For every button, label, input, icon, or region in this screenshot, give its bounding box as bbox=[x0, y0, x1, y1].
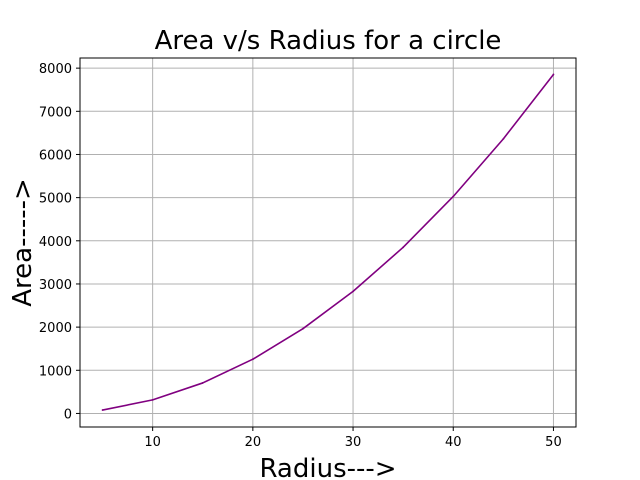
x-tick-label: 20 bbox=[245, 435, 262, 450]
data-point bbox=[251, 358, 254, 361]
x-tick-label: 40 bbox=[445, 435, 462, 450]
y-tick-label: 7000 bbox=[39, 105, 72, 120]
x-tick-label: 10 bbox=[144, 435, 161, 450]
x-tick-label: 50 bbox=[545, 435, 562, 450]
y-tick-label: 5000 bbox=[39, 192, 72, 207]
x-axis-ticks: 10 20 30 40 50 bbox=[144, 427, 562, 450]
y-tick-label: 0 bbox=[64, 407, 72, 422]
data-point bbox=[302, 327, 304, 330]
data-point bbox=[151, 398, 154, 401]
y-tick-label: 1000 bbox=[39, 364, 72, 379]
y-tick-label: 4000 bbox=[39, 235, 72, 250]
data-point bbox=[402, 246, 405, 249]
data-point bbox=[352, 290, 354, 293]
data-point bbox=[201, 382, 204, 384]
y-tick-label: 2000 bbox=[39, 321, 72, 336]
y-tick-label: 6000 bbox=[39, 148, 72, 163]
grid-layer bbox=[80, 58, 576, 427]
plot-frame bbox=[79, 57, 577, 428]
series-line bbox=[102, 73, 555, 411]
x-axis-label: Radius---> bbox=[259, 454, 396, 480]
data-point bbox=[502, 137, 505, 140]
x-tick-label: 30 bbox=[345, 435, 362, 450]
y-tick-label: 8000 bbox=[39, 62, 72, 77]
y-axis-ticks: 0 1000 2000 3000 4000 5000 6000 7000 8000 bbox=[39, 62, 80, 422]
chart-title: Area v/s Radius for a circle bbox=[155, 26, 502, 56]
y-axis-label: Area-----> bbox=[8, 178, 38, 307]
data-point bbox=[552, 73, 555, 76]
data-point bbox=[101, 409, 104, 411]
series-layer bbox=[101, 73, 555, 411]
y-tick-label: 3000 bbox=[39, 278, 72, 293]
data-point bbox=[452, 195, 455, 198]
